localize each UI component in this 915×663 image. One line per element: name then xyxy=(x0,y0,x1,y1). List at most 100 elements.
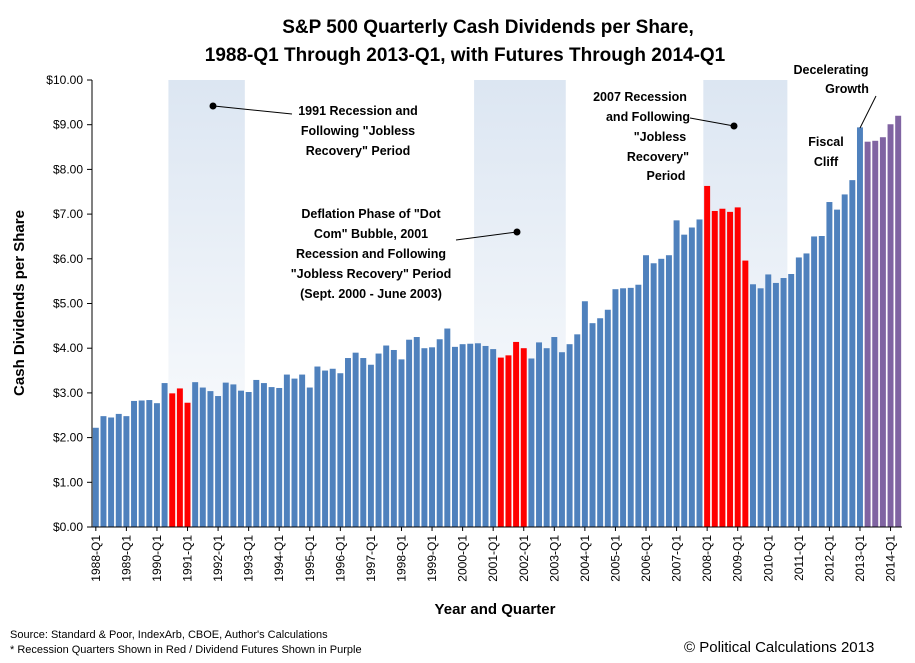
bar xyxy=(153,403,160,527)
annotation-line: Fiscal xyxy=(808,135,843,149)
bar xyxy=(872,140,879,528)
bar xyxy=(345,358,351,527)
annotation-line: and Following xyxy=(606,110,690,124)
bar xyxy=(711,210,718,527)
bar xyxy=(543,348,550,527)
y-tick-label: $4.00 xyxy=(53,341,83,355)
x-tick-label: 2009-Q1 xyxy=(731,535,745,582)
bar xyxy=(719,208,726,528)
bar xyxy=(643,255,649,527)
annotation-line: Growth xyxy=(825,82,869,96)
y-tick-label: $3.00 xyxy=(53,386,83,400)
x-tick-label: 1996-Q1 xyxy=(333,535,347,582)
bar xyxy=(864,141,871,527)
bar xyxy=(337,373,344,527)
annotation-line: Recovery" xyxy=(627,150,689,164)
bar xyxy=(421,348,428,527)
x-tick-label: 1995-Q1 xyxy=(303,535,317,582)
annotation-dot-com: Deflation Phase of "Dot Com" Bubble, 200… xyxy=(291,207,521,301)
y-tick-label: $6.00 xyxy=(53,252,83,266)
annotation-line: 1991 Recession and xyxy=(298,104,418,118)
bar xyxy=(734,207,741,527)
chart-title-line-1: S&P 500 Quarterly Cash Dividends per Sha… xyxy=(282,17,694,38)
x-tick-label: 2004-Q1 xyxy=(578,535,592,582)
bar xyxy=(390,349,397,527)
x-tick-label: 2010-Q1 xyxy=(761,535,775,582)
source-note: Source: Standard & Poor, IndexArb, CBOE,… xyxy=(10,629,328,641)
annotation-dot xyxy=(209,102,217,110)
bar xyxy=(757,288,764,527)
annotation-2007-recession: 2007 Recession and Following "Jobless Re… xyxy=(593,90,738,183)
bar xyxy=(459,344,466,527)
bar xyxy=(429,347,436,527)
bar xyxy=(635,284,642,527)
bar xyxy=(627,287,634,527)
bar xyxy=(245,392,252,527)
annotation-pointer xyxy=(859,95,877,129)
bar xyxy=(383,345,390,527)
bar xyxy=(276,387,283,527)
bar xyxy=(558,352,565,527)
bar xyxy=(314,366,321,527)
bar xyxy=(780,278,787,527)
x-tick-label: 1997-Q1 xyxy=(364,535,378,582)
x-tick-label: 2012-Q1 xyxy=(822,535,836,582)
bar xyxy=(551,337,558,527)
bar xyxy=(528,358,535,527)
x-tick-label: 2000-Q1 xyxy=(456,535,470,582)
bar xyxy=(398,359,405,528)
annotation-line: Deflation Phase of "Dot xyxy=(301,207,441,221)
x-tick-label: 2001-Q1 xyxy=(486,535,500,582)
bar xyxy=(589,323,596,527)
bar xyxy=(727,211,734,527)
bar xyxy=(704,185,711,527)
x-tick-label: 1988-Q1 xyxy=(89,535,103,582)
bar xyxy=(520,348,527,527)
bar xyxy=(199,387,206,527)
annotation-line: (Sept. 2000 - June 2003) xyxy=(300,287,442,301)
bar xyxy=(268,387,275,527)
bar xyxy=(451,346,458,527)
x-tick-label: 2007-Q1 xyxy=(670,535,684,582)
x-tick-label: 2002-Q1 xyxy=(517,535,531,582)
bar xyxy=(138,400,145,527)
bar xyxy=(536,342,543,527)
bars xyxy=(92,115,902,528)
annotation-line: Period xyxy=(647,169,686,183)
bar xyxy=(765,274,772,527)
y-tick-label: $1.00 xyxy=(53,475,83,489)
bar xyxy=(444,328,451,527)
bar xyxy=(811,236,818,527)
bar xyxy=(100,416,107,527)
bar xyxy=(497,357,504,527)
bar xyxy=(505,355,512,527)
chart-title-line-2: 1988-Q1 Through 2013-Q1, with Futures Th… xyxy=(205,45,726,66)
x-tick-label: 1989-Q1 xyxy=(119,535,133,582)
annotation-line: Cliff xyxy=(814,155,839,169)
bar xyxy=(352,352,359,527)
bar xyxy=(306,387,313,527)
bar xyxy=(879,137,886,527)
x-tick-label: 2011-Q1 xyxy=(792,535,806,581)
x-tick-label: 2003-Q1 xyxy=(547,535,561,582)
annotation-1991-recession: 1991 Recession and Following "Jobless Re… xyxy=(209,102,418,158)
x-tick-label: 1999-Q1 xyxy=(425,535,439,582)
bar xyxy=(604,309,611,527)
bar xyxy=(826,202,833,527)
bar xyxy=(834,209,841,527)
bar xyxy=(482,345,489,527)
x-tick-label: 1992-Q1 xyxy=(211,535,225,582)
y-tick-labels: $0.00 $1.00 $2.00 $3.00 $4.00 $5.00 $6.00 $7.00… xyxy=(46,73,92,534)
x-tick-label: 2013-Q1 xyxy=(853,535,867,582)
bar xyxy=(795,257,802,527)
bar xyxy=(772,282,779,527)
annotation-line: "Jobless Recovery" Period xyxy=(291,267,452,281)
annotation-line: Recession and Following xyxy=(296,247,446,261)
bar xyxy=(841,194,848,527)
bar xyxy=(474,343,481,527)
bar xyxy=(230,384,237,527)
legend-note: * Recession Quarters Shown in Red / Divi… xyxy=(10,644,362,656)
x-axis-label: Year and Quarter xyxy=(435,601,556,618)
bar xyxy=(406,339,413,527)
